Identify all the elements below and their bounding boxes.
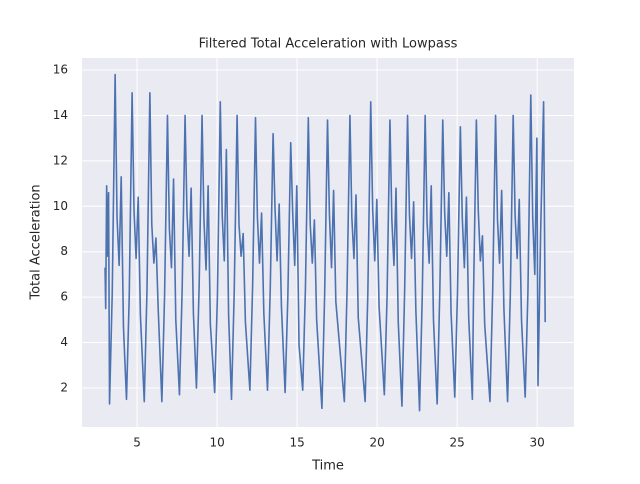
y-axis-label: Total Acceleration: [29, 184, 44, 300]
x-tick-label: 5: [133, 436, 141, 450]
y-tick-label: 16: [53, 63, 68, 77]
x-tick-label: 25: [450, 436, 465, 450]
y-tick-label: 6: [60, 290, 68, 304]
x-tick-label: 10: [209, 436, 224, 450]
y-tick-label: 10: [53, 199, 68, 213]
x-tick-label: 15: [289, 436, 304, 450]
chart-title: Filtered Total Acceleration with Lowpass: [199, 37, 458, 52]
y-tick-label: 2: [60, 380, 68, 394]
data-line: [104, 73, 546, 412]
y-tick-label: 8: [60, 244, 68, 258]
y-tick-label: 14: [53, 108, 68, 122]
marks: [104, 73, 546, 412]
x-axis-label: Time: [311, 459, 344, 474]
y-tick-label: 4: [60, 335, 68, 349]
x-tick-label: 20: [369, 436, 384, 450]
y-tick-label: 12: [53, 153, 68, 167]
x-tick-label: 30: [530, 436, 545, 450]
